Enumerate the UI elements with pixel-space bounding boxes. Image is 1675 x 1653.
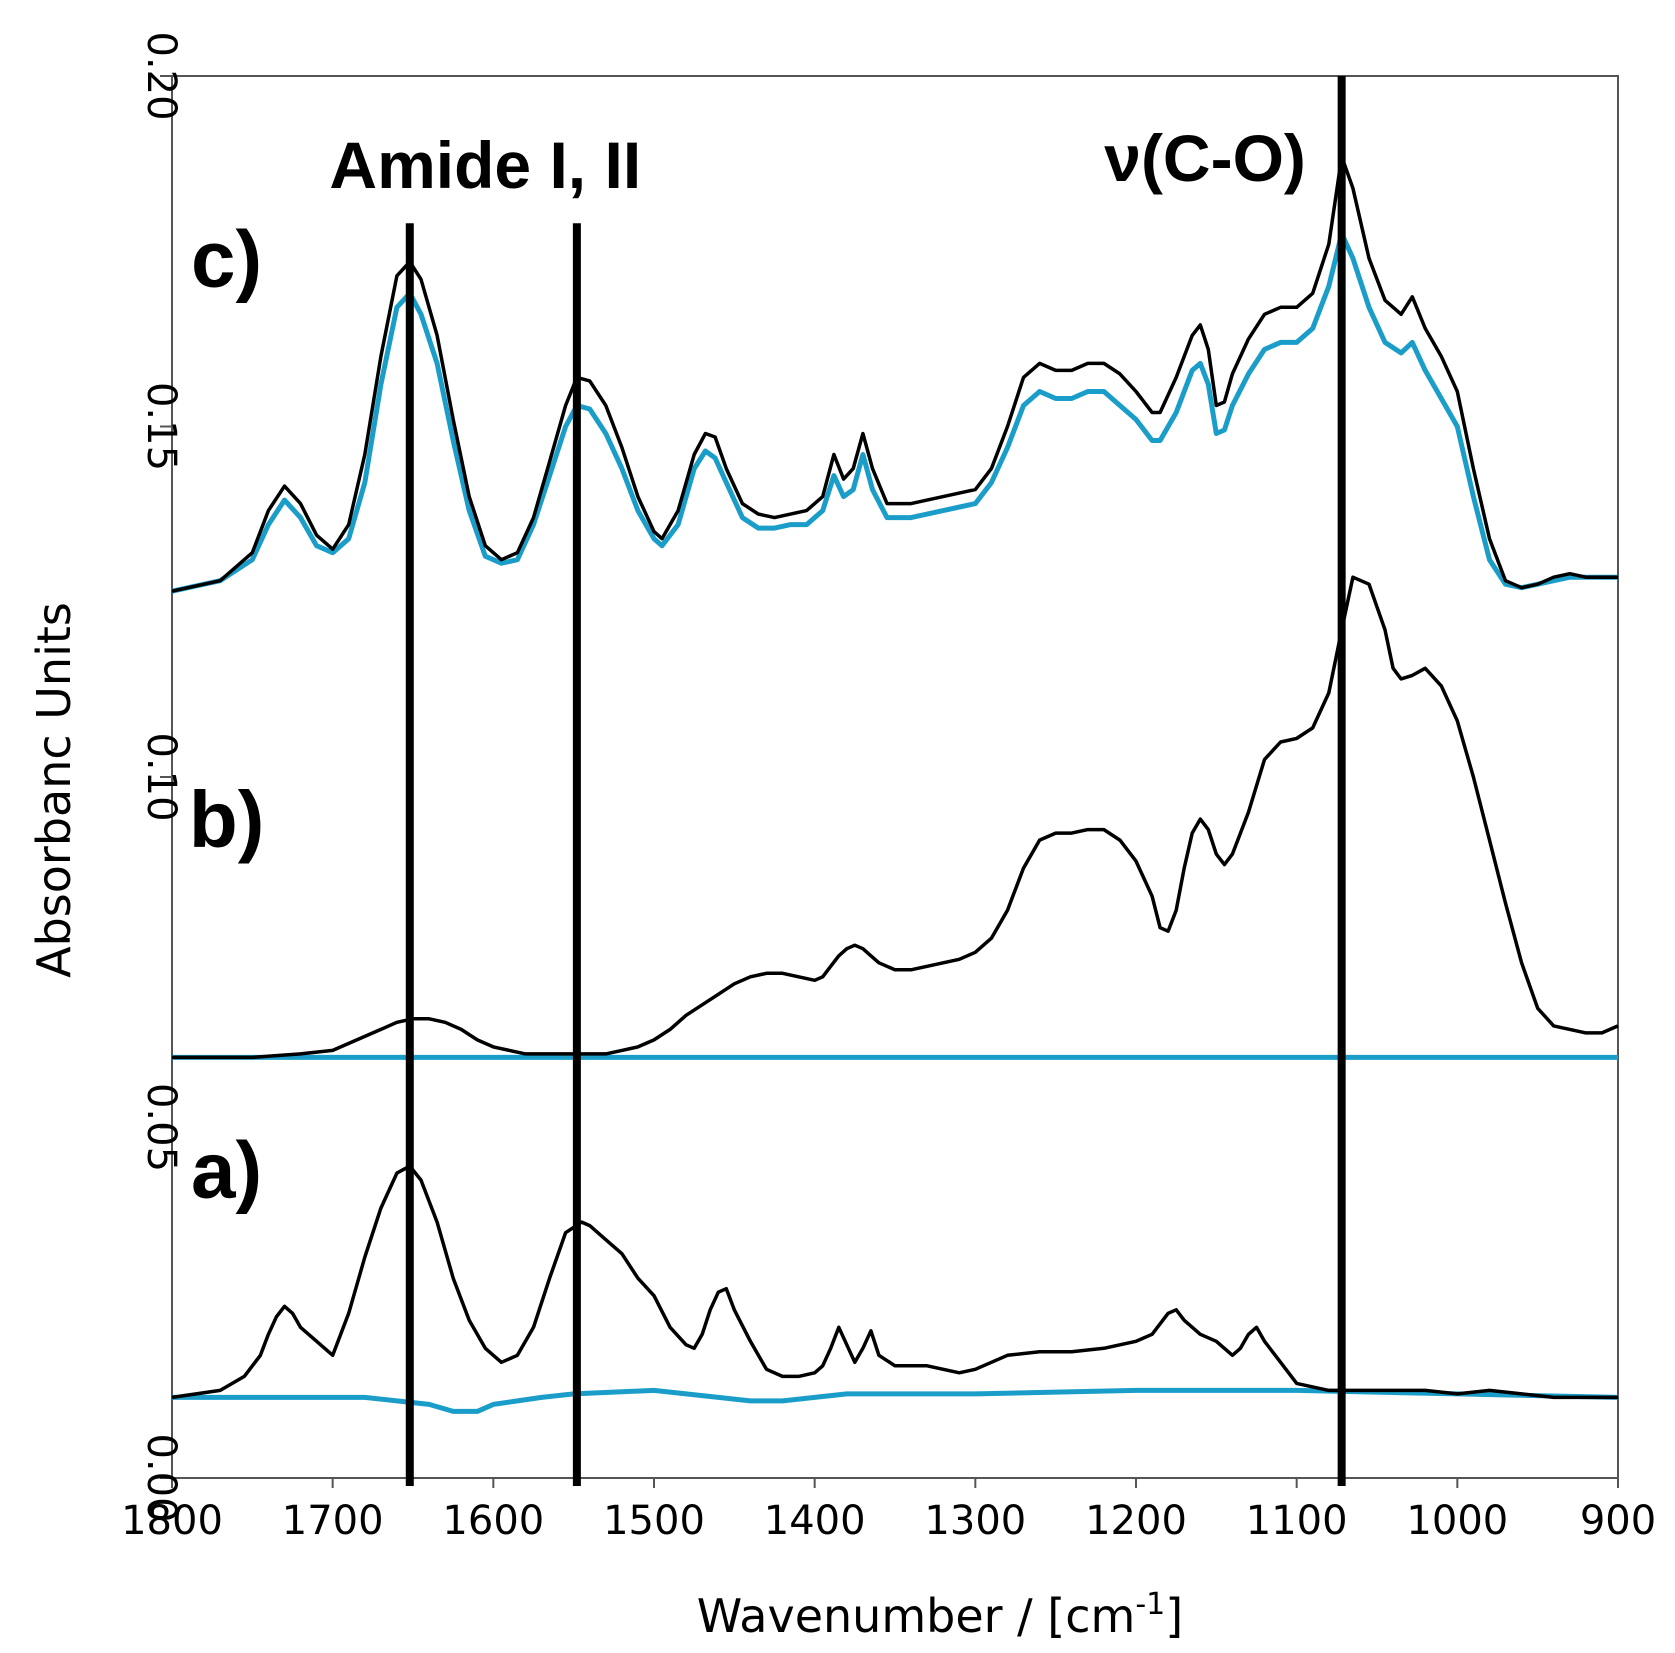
series-line-2 [171,231,1618,594]
y-axis-label: Absorbanc Units [27,602,81,978]
y-tick-label: 0.05 [138,1083,184,1172]
x-tick-label: 1400 [764,1498,866,1544]
x-tick-label: 1300 [924,1498,1026,1544]
x-tick-label: 1100 [1246,1498,1348,1544]
panel-labels: c) b) a) [189,214,265,1214]
series-layer [171,154,1619,1414]
x-tick-label: 1500 [603,1498,705,1544]
series-line-6 [172,1387,1619,1414]
panel-label-1: c) [191,214,262,303]
series-line-1 [171,154,1618,593]
reference-lines [405,76,1346,1486]
series-line-5 [171,1164,1618,1400]
panel-label-2: b) [189,775,265,864]
x-tick-label: 1800 [121,1498,223,1544]
plot-frame [171,75,1619,1479]
x-tick-label: 1000 [1406,1498,1508,1544]
y-axis-ticks: 0.00 0.05 0.10 0.15 0.20 [138,31,184,1522]
y-tick-label: 0.20 [138,31,184,120]
x-axis-ticks: 1800 1700 1600 1500 1400 1300 1200 1100 1000 900 [121,1478,1656,1544]
y-tick-label: 0.10 [138,732,184,821]
annotations: Amide I, II ν(C-O) [329,121,1305,202]
x-tick-label: 1200 [1085,1498,1187,1544]
panel-label-3: a) [191,1126,262,1215]
x-tick-label: 1700 [282,1498,384,1544]
annotation-label-2: ν(C-O) [1104,121,1306,195]
x-tick-label: 900 [1580,1498,1656,1544]
series-line-3 [172,575,1619,1060]
annotation-label-1: Amide I, II [329,128,641,202]
x-tick-label: 1600 [442,1498,544,1544]
y-tick-label: 0.15 [138,382,184,471]
x-axis-label: Wavenumber / [cm-1] [697,1587,1183,1643]
y-tick-label: 0.00 [138,1433,184,1522]
